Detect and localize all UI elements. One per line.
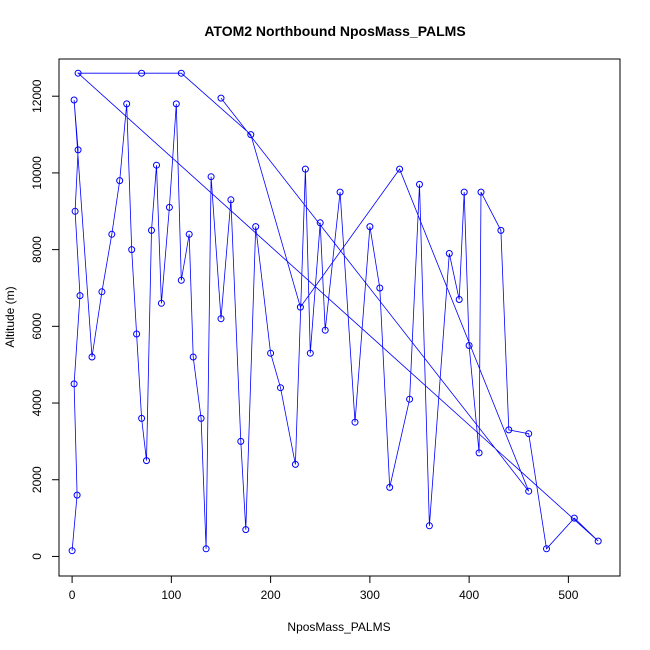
data-point: [177, 69, 185, 77]
data-point: [455, 296, 463, 303]
x-tick-label: 100: [161, 588, 181, 602]
data-point: [336, 188, 344, 196]
data-point: [165, 203, 173, 211]
series-line: [71, 72, 599, 551]
data-point: [98, 288, 106, 296]
x-axis: 0 100 200 300 400 500: [69, 575, 579, 602]
data-point: [217, 94, 225, 102]
data-point: [138, 414, 146, 422]
y-tick-label: 6000: [30, 313, 44, 340]
plot-frame: [58, 58, 621, 577]
data-point: [386, 483, 394, 491]
data-point: [133, 330, 141, 338]
data-point: [475, 449, 483, 457]
data-point: [177, 276, 185, 284]
data-point: [172, 100, 180, 108]
y-tick-label: 4000: [30, 389, 44, 416]
y-tick-label: 0: [30, 553, 44, 560]
data-point: [74, 146, 82, 154]
data-point: [277, 384, 284, 392]
data-point: [138, 69, 146, 77]
data-point: [148, 226, 155, 234]
data-point: [416, 180, 423, 188]
data-point: [267, 349, 275, 357]
data-point: [237, 437, 245, 445]
data-point: [189, 353, 197, 361]
data-point: [252, 223, 260, 231]
data-point: [157, 299, 165, 307]
data-point: [460, 188, 468, 196]
data-layer: [68, 69, 602, 555]
data-point: [153, 161, 160, 169]
data-point: [497, 226, 505, 234]
data-point: [396, 165, 404, 173]
y-tick-label: 12000: [30, 79, 44, 113]
data-point: [242, 526, 250, 534]
data-point: [123, 100, 131, 108]
data-point: [445, 250, 453, 257]
data-point: [594, 537, 602, 545]
data-point: [316, 219, 324, 227]
data-point: [108, 230, 116, 238]
data-point: [291, 460, 299, 468]
x-tick-label: 200: [261, 588, 281, 602]
data-point: [76, 292, 84, 300]
y-axis-label: Altitude (m): [3, 286, 17, 347]
x-tick-label: 400: [459, 588, 479, 602]
data-point: [185, 230, 193, 238]
data-point: [465, 342, 473, 349]
data-point: [543, 545, 550, 553]
y-axis: 0 2000 4000 6000 8000 10000 12000: [30, 79, 60, 560]
data-point: [74, 69, 82, 77]
data-point: [68, 547, 76, 555]
data-point: [227, 196, 235, 204]
data-point: [376, 284, 384, 292]
data-point: [321, 326, 329, 334]
data-point: [425, 522, 433, 530]
data-point: [525, 487, 533, 495]
data-point: [197, 414, 205, 422]
data-point: [71, 207, 79, 215]
data-point: [247, 131, 255, 139]
data-point: [73, 491, 81, 499]
data-point: [88, 353, 96, 361]
data-point: [296, 303, 304, 311]
data-point: [70, 96, 78, 104]
data-point: [143, 457, 150, 465]
data-point: [207, 173, 215, 181]
data-point: [505, 426, 513, 434]
y-tick-label: 10000: [30, 156, 44, 190]
x-axis-label: NposMass_PALMS: [287, 620, 390, 634]
data-point: [477, 188, 485, 196]
data-point: [128, 246, 136, 254]
data-point: [525, 430, 533, 438]
data-point: [301, 165, 309, 173]
data-point: [366, 223, 374, 231]
data-point: [351, 418, 359, 426]
y-tick-label: 8000: [30, 236, 44, 263]
x-tick-label: 0: [69, 588, 76, 602]
x-tick-label: 300: [360, 588, 380, 602]
y-tick-label: 2000: [30, 466, 44, 493]
chart-title: ATOM2 Northbound NposMass_PALMS: [204, 23, 465, 39]
data-point: [217, 315, 225, 323]
data-point: [406, 395, 414, 403]
data-point: [116, 177, 124, 185]
data-point: [306, 349, 314, 357]
data-point: [70, 380, 78, 388]
data-point: [570, 514, 578, 522]
data-point: [202, 545, 210, 553]
x-tick-label: 500: [558, 588, 578, 602]
